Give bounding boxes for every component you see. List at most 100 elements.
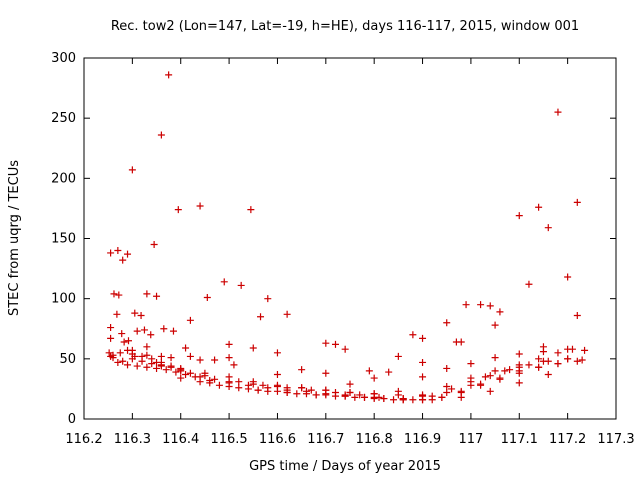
data-point (486, 372, 494, 380)
data-point (399, 395, 407, 403)
data-point (116, 349, 124, 357)
data-point (370, 393, 378, 401)
data-point (118, 330, 126, 338)
data-point (157, 361, 165, 369)
data-point (578, 356, 586, 364)
data-point (137, 312, 145, 320)
data-point (486, 387, 494, 395)
x-tick-label: 117.2 (549, 432, 586, 447)
data-point (225, 373, 233, 381)
data-point (525, 361, 533, 369)
y-axis: 0 50 100 150 200 250 300 (51, 51, 616, 427)
data-point (443, 383, 451, 391)
data-point (215, 381, 223, 389)
y-tick-label: 100 (51, 292, 76, 307)
data-point (506, 366, 514, 374)
data-point (109, 354, 117, 362)
data-point (535, 355, 543, 363)
data-point (346, 389, 354, 397)
chart-title: Rec. tow2 (Lon=147, Lat=-19, h=HE), days… (111, 19, 579, 34)
data-point (124, 250, 132, 258)
data-point (114, 358, 122, 366)
data-point (150, 241, 158, 249)
data-point (196, 378, 204, 386)
data-point (124, 361, 132, 369)
data-point (443, 319, 451, 327)
data-point (443, 364, 451, 372)
data-point (148, 355, 156, 363)
data-point (273, 349, 281, 357)
data-point (211, 356, 219, 364)
data-point (361, 393, 369, 401)
data-point (341, 392, 349, 400)
data-point (515, 350, 523, 358)
data-point (273, 381, 281, 389)
data-points (105, 71, 589, 404)
data-point (128, 355, 136, 363)
data-point (394, 391, 402, 399)
data-point (143, 343, 151, 351)
data-point (457, 338, 465, 346)
x-tick-label: 116.4 (162, 432, 199, 447)
data-point (124, 337, 132, 345)
data-point (564, 355, 572, 363)
data-point (525, 280, 533, 288)
data-point (501, 367, 509, 375)
data-point (259, 381, 267, 389)
data-point (544, 357, 552, 365)
data-point (143, 351, 151, 359)
data-point (322, 369, 330, 377)
data-point (438, 393, 446, 401)
data-point (196, 356, 204, 364)
data-point (264, 295, 272, 303)
data-point (140, 326, 148, 334)
data-point (201, 369, 209, 377)
data-point (331, 392, 339, 400)
data-point (351, 393, 359, 401)
data-point (120, 338, 128, 346)
data-point (119, 357, 127, 365)
data-point (167, 362, 175, 370)
data-point (273, 387, 281, 395)
data-point (225, 354, 233, 362)
data-point (110, 290, 118, 298)
x-tick-label: 117.1 (501, 432, 538, 447)
data-point (448, 385, 456, 393)
data-point (119, 256, 127, 264)
data-point (182, 344, 190, 352)
data-point (554, 360, 562, 368)
x-tick-label: 116.5 (210, 432, 247, 447)
data-point (515, 212, 523, 220)
y-tick-label: 150 (51, 232, 76, 247)
data-point (496, 308, 504, 316)
data-point (380, 395, 388, 403)
x-tick-label: 116.9 (404, 432, 441, 447)
x-tick-label: 116.6 (259, 432, 296, 447)
data-point (477, 381, 485, 389)
x-tick-label: 116.7 (307, 432, 344, 447)
data-point (581, 346, 589, 354)
data-point (428, 396, 436, 404)
data-point (230, 361, 238, 369)
data-point (244, 385, 252, 393)
data-point (467, 378, 475, 386)
data-point (341, 345, 349, 353)
y-tick-label: 300 (51, 51, 76, 66)
data-point (419, 334, 427, 342)
x-tick-label: 117.3 (597, 432, 634, 447)
data-point (211, 375, 219, 383)
x-tick-label: 116.2 (65, 432, 102, 447)
data-point (443, 389, 451, 397)
data-point (346, 380, 354, 388)
data-point (312, 391, 320, 399)
data-point (544, 370, 552, 378)
data-point (115, 291, 123, 299)
y-tick-label: 0 (68, 412, 76, 427)
data-point (491, 367, 499, 375)
data-point (235, 384, 243, 392)
data-point (356, 391, 364, 399)
data-point (225, 383, 233, 391)
data-point (554, 349, 562, 357)
x-tick-label: 116.8 (356, 432, 393, 447)
